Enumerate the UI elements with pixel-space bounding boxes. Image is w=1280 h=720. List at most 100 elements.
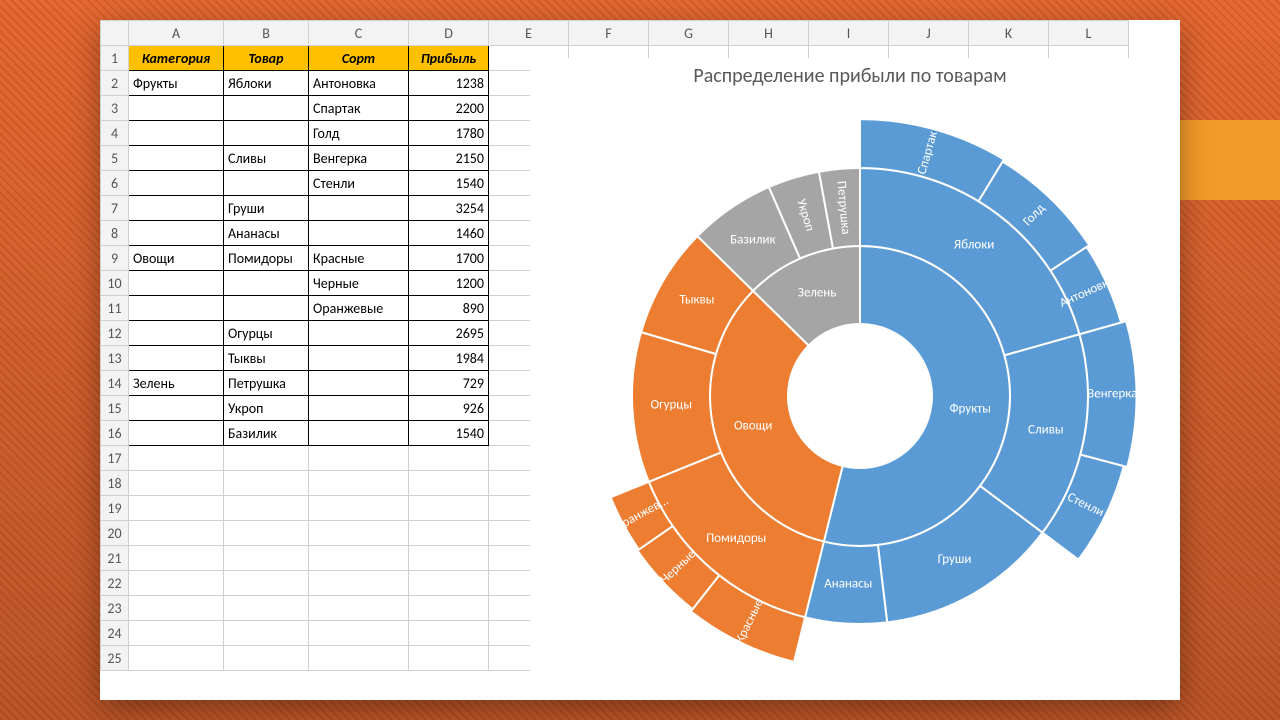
- cell[interactable]: [224, 521, 309, 546]
- cell[interactable]: Тыквы: [224, 346, 309, 371]
- cell[interactable]: [129, 596, 224, 621]
- cell[interactable]: [224, 621, 309, 646]
- cell[interactable]: [129, 296, 224, 321]
- cell[interactable]: [409, 496, 489, 521]
- row-header[interactable]: 20: [101, 521, 129, 546]
- col-header[interactable]: F: [569, 21, 649, 46]
- cell[interactable]: [224, 171, 309, 196]
- cell[interactable]: Сорт: [309, 46, 409, 71]
- cell[interactable]: [309, 421, 409, 446]
- cell[interactable]: [129, 321, 224, 346]
- cell[interactable]: [409, 646, 489, 671]
- cell[interactable]: [129, 271, 224, 296]
- cell[interactable]: Венгерка: [309, 146, 409, 171]
- cell[interactable]: [224, 546, 309, 571]
- col-header[interactable]: L: [1049, 21, 1129, 46]
- row-header[interactable]: 2: [101, 71, 129, 96]
- cell[interactable]: [309, 396, 409, 421]
- cell[interactable]: [129, 346, 224, 371]
- row-header[interactable]: 17: [101, 446, 129, 471]
- row-header[interactable]: 13: [101, 346, 129, 371]
- cell[interactable]: Сливы: [224, 146, 309, 171]
- cell[interactable]: [409, 446, 489, 471]
- cell[interactable]: [309, 446, 409, 471]
- cell[interactable]: 1200: [409, 271, 489, 296]
- cell[interactable]: [224, 596, 309, 621]
- col-header[interactable]: A: [129, 21, 224, 46]
- cell[interactable]: Зелень: [129, 371, 224, 396]
- row-header[interactable]: 6: [101, 171, 129, 196]
- cell[interactable]: 1700: [409, 246, 489, 271]
- cell[interactable]: [309, 496, 409, 521]
- cell[interactable]: Петрушка: [224, 371, 309, 396]
- cell[interactable]: [129, 496, 224, 521]
- cell[interactable]: [309, 521, 409, 546]
- row-header[interactable]: 11: [101, 296, 129, 321]
- col-header[interactable]: B: [224, 21, 309, 46]
- cell[interactable]: [309, 596, 409, 621]
- row-header[interactable]: 3: [101, 96, 129, 121]
- cell[interactable]: 1460: [409, 221, 489, 246]
- row-header[interactable]: 14: [101, 371, 129, 396]
- cell[interactable]: [129, 546, 224, 571]
- col-header[interactable]: K: [969, 21, 1049, 46]
- col-header[interactable]: G: [649, 21, 729, 46]
- cell[interactable]: Товар: [224, 46, 309, 71]
- cell[interactable]: [224, 121, 309, 146]
- cell[interactable]: 1984: [409, 346, 489, 371]
- cell[interactable]: [224, 471, 309, 496]
- cell[interactable]: [309, 646, 409, 671]
- cell[interactable]: [309, 621, 409, 646]
- cell[interactable]: [409, 621, 489, 646]
- row-header[interactable]: 9: [101, 246, 129, 271]
- cell[interactable]: [309, 196, 409, 221]
- cell[interactable]: [409, 596, 489, 621]
- cell[interactable]: 2150: [409, 146, 489, 171]
- cell[interactable]: 2695: [409, 321, 489, 346]
- cell[interactable]: [409, 521, 489, 546]
- cell[interactable]: 926: [409, 396, 489, 421]
- cell[interactable]: 729: [409, 371, 489, 396]
- row-header[interactable]: 4: [101, 121, 129, 146]
- cell[interactable]: [129, 146, 224, 171]
- cell[interactable]: Помидоры: [224, 246, 309, 271]
- cell[interactable]: 1780: [409, 121, 489, 146]
- cell[interactable]: Оранжевые: [309, 296, 409, 321]
- row-header[interactable]: 5: [101, 146, 129, 171]
- cell[interactable]: [129, 571, 224, 596]
- cell[interactable]: [129, 121, 224, 146]
- cell[interactable]: [309, 571, 409, 596]
- cell[interactable]: Антоновка: [309, 71, 409, 96]
- cell[interactable]: [224, 96, 309, 121]
- col-header[interactable]: J: [889, 21, 969, 46]
- cell[interactable]: [224, 271, 309, 296]
- cell[interactable]: Базилик: [224, 421, 309, 446]
- cell[interactable]: Ананасы: [224, 221, 309, 246]
- cell[interactable]: [224, 646, 309, 671]
- row-header[interactable]: 23: [101, 596, 129, 621]
- cell[interactable]: [309, 321, 409, 346]
- chart-area[interactable]: Распределение прибыли по товарам ФруктыЯ…: [530, 58, 1170, 678]
- cell[interactable]: [129, 446, 224, 471]
- cell[interactable]: [224, 571, 309, 596]
- cell[interactable]: [224, 446, 309, 471]
- cell[interactable]: [409, 546, 489, 571]
- cell[interactable]: [409, 471, 489, 496]
- col-header[interactable]: C: [309, 21, 409, 46]
- cell[interactable]: [309, 546, 409, 571]
- cell[interactable]: Груши: [224, 196, 309, 221]
- cell[interactable]: Огурцы: [224, 321, 309, 346]
- row-header[interactable]: 7: [101, 196, 129, 221]
- row-header[interactable]: 25: [101, 646, 129, 671]
- sunburst-segment[interactable]: [1079, 321, 1136, 467]
- cell[interactable]: Яблоки: [224, 71, 309, 96]
- row-header[interactable]: 16: [101, 421, 129, 446]
- cell[interactable]: Спартак: [309, 96, 409, 121]
- cell[interactable]: 1238: [409, 71, 489, 96]
- row-header[interactable]: 19: [101, 496, 129, 521]
- col-header[interactable]: D: [409, 21, 489, 46]
- cell[interactable]: 2200: [409, 96, 489, 121]
- cell[interactable]: Укроп: [224, 396, 309, 421]
- row-header[interactable]: 18: [101, 471, 129, 496]
- cell[interactable]: [309, 471, 409, 496]
